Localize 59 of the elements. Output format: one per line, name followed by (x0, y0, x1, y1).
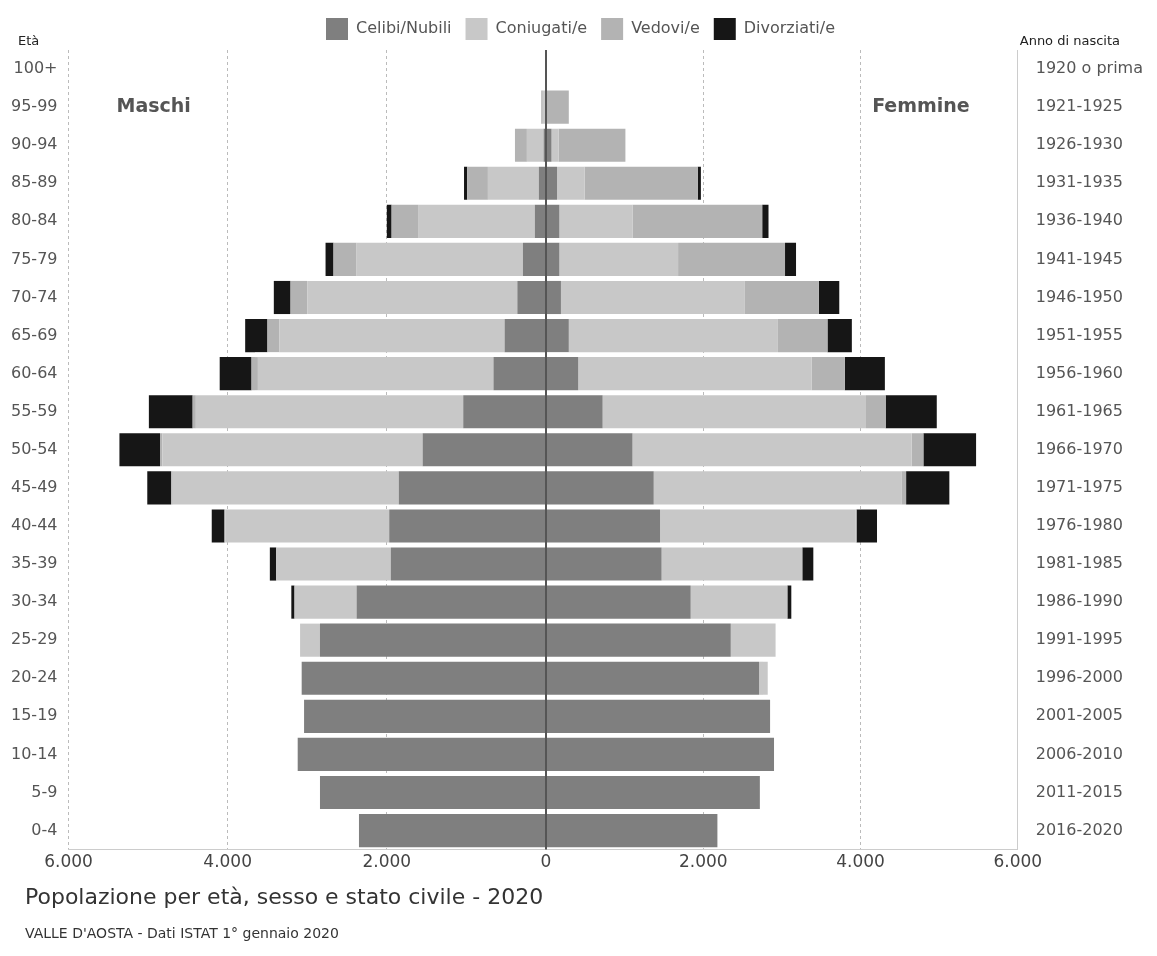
y-tick-label: 90-94 (10, 134, 58, 154)
y-tick-label: 80-84 (10, 210, 58, 230)
y-tick-label: 20-24 (10, 667, 58, 687)
y2-tick-label: 2001-2005 (1035, 705, 1123, 725)
y-tick-label: 55-59 (10, 400, 58, 420)
y-tick-label: 10-14 (10, 743, 58, 763)
y2-tick-label: 1926-1930 (1035, 134, 1123, 154)
y-axis-title: Età (18, 32, 40, 48)
y2-tick-label: 1961-1965 (1035, 400, 1123, 420)
y-tick-label: 25-29 (10, 629, 58, 649)
y2-tick-label: 1931-1935 (1035, 172, 1123, 192)
y2-axis-title: Anno di nascita (1019, 32, 1121, 48)
x-tick-label: 2.000 (678, 851, 728, 872)
y-tick-label: 65-69 (10, 324, 58, 344)
y-tick-label: 70-74 (10, 286, 58, 306)
y-tick-label: 0-4 (31, 819, 58, 839)
y2-tick-label: 1921-1925 (1035, 96, 1123, 116)
y2-tick-label: 1936-1940 (1035, 210, 1123, 230)
legend-label: Vedovi/e (631, 18, 700, 38)
y-tick-label: 100+ (13, 58, 58, 78)
y2-tick-label: 1946-1950 (1035, 286, 1123, 306)
annotation: Femmine (872, 94, 970, 117)
legend-label: Coniugati/e (495, 18, 588, 38)
x-tick-label: 2.000 (362, 851, 412, 872)
y2-tick-label: 1986-1990 (1035, 591, 1123, 611)
y-tick-label: 35-39 (10, 553, 58, 573)
y-tick-label: 75-79 (10, 248, 58, 268)
y2-tick-label: 1976-1980 (1035, 515, 1123, 535)
legend-label: Celibi/Nubili (356, 18, 452, 38)
annotation: Maschi (116, 94, 191, 117)
y2-tick-label: 2006-2010 (1035, 743, 1123, 763)
x-tick-label: 0 (540, 851, 552, 872)
y2-tick-label: 2016-2020 (1035, 819, 1123, 839)
y2-tick-label: 1981-1985 (1035, 553, 1123, 573)
y2-tick-label: 1956-1960 (1035, 362, 1123, 382)
x-tick-label: 4.000 (203, 851, 252, 872)
y2-tick-label: 1951-1955 (1035, 324, 1123, 344)
y-tick-label: 40-44 (10, 515, 58, 535)
y-tick-label: 60-64 (10, 362, 58, 382)
y2-tick-label: 2011-2015 (1035, 781, 1123, 801)
text: VALLE D'AOSTA - Dati ISTAT 1° gennaio 2020 (25, 925, 339, 941)
y-tick-label: 30-34 (10, 591, 58, 611)
y2-tick-label: 1996-2000 (1035, 667, 1123, 687)
legend-label: Divorziati/e (743, 18, 835, 38)
y2-tick-label: 1966-1970 (1035, 438, 1123, 458)
y-tick-label: 85-89 (10, 172, 58, 192)
text: Popolazione per età, sesso e stato civile - 2020 (25, 884, 544, 909)
x-tick-label: 4.000 (836, 851, 885, 872)
x-tick-label: 6.000 (993, 851, 1043, 872)
y2-tick-label: 1941-1945 (1035, 248, 1123, 268)
y2-tick-label: 1920 o prima (1035, 58, 1143, 78)
y-tick-label: 95-99 (10, 96, 58, 116)
y2-tick-label: 1991-1995 (1035, 629, 1123, 649)
y-tick-label: 5-9 (31, 781, 58, 801)
x-tick-label: 6.000 (44, 851, 93, 872)
y2-tick-label: 1971-1975 (1035, 477, 1123, 497)
y-tick-label: 15-19 (10, 705, 58, 725)
y-tick-label: 45-49 (10, 477, 58, 497)
y-tick-label: 50-54 (10, 438, 58, 458)
